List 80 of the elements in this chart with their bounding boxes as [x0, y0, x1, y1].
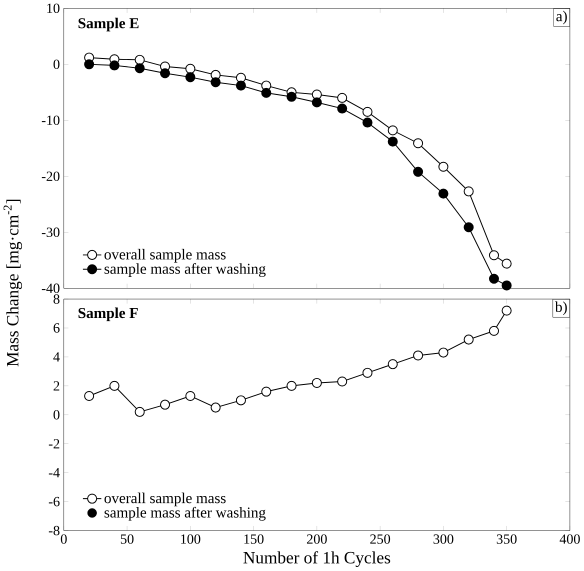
x-tick-label: 300 — [434, 534, 454, 544]
x-tick-label: 350 — [496, 534, 517, 544]
point — [236, 396, 246, 406]
x-tick-label: 100 — [181, 534, 200, 544]
point — [413, 166, 424, 178]
point — [438, 188, 448, 199]
point — [413, 350, 424, 361]
point — [388, 359, 398, 370]
x-tick-label: 200 — [306, 534, 327, 544]
point — [464, 334, 474, 345]
x-tick-label: 250 — [370, 534, 390, 544]
y-tick-label: -40 — [42, 284, 60, 294]
point — [286, 92, 297, 102]
point — [286, 381, 297, 392]
point — [502, 306, 512, 316]
point — [502, 258, 512, 269]
y-tick-label: -2 — [48, 439, 60, 449]
y-tick-label: 6 — [54, 323, 60, 333]
point — [261, 88, 272, 98]
point — [109, 60, 120, 71]
point — [464, 186, 474, 197]
point — [210, 77, 221, 88]
point — [438, 348, 448, 358]
annotation: a) — [556, 10, 567, 25]
y-tick-label: 0 — [54, 60, 60, 70]
y-tick-label: -30 — [42, 228, 60, 238]
point — [134, 55, 145, 66]
point — [160, 400, 170, 410]
point — [488, 250, 499, 260]
annotation: b) — [554, 302, 567, 316]
point — [84, 59, 94, 70]
x-tick-label: 0 — [60, 534, 67, 544]
point — [312, 98, 322, 108]
point — [502, 280, 512, 291]
point — [362, 118, 372, 128]
point — [84, 391, 94, 402]
point — [388, 126, 398, 136]
point — [236, 80, 246, 91]
annotation: Sample E — [78, 18, 139, 32]
y-axis-title: Mass Change [mg·cm$^{-2}$] — [4, 200, 22, 367]
point — [134, 63, 145, 74]
point — [185, 72, 196, 82]
x-tick-label: 400 — [560, 534, 580, 544]
x-tick-label: 50 — [120, 534, 134, 544]
point — [488, 326, 499, 336]
y-tick-label: 2 — [54, 381, 60, 391]
point — [362, 368, 372, 378]
y-tick-label: -4 — [48, 468, 60, 478]
point — [261, 386, 272, 397]
y-tick-label: 8 — [54, 294, 60, 304]
y-tick-label: 4 — [53, 352, 60, 362]
y-tick-label: -10 — [42, 116, 60, 126]
legend-label: sample mass after washing — [104, 507, 266, 521]
point — [210, 402, 221, 413]
point — [362, 107, 372, 118]
legend-label: overall sample mass — [104, 492, 226, 506]
y-tick-label: -20 — [42, 172, 60, 182]
point — [185, 391, 196, 402]
x-axis-title: Number of 1h Cycles — [243, 551, 390, 568]
point — [185, 64, 196, 74]
point — [337, 104, 348, 114]
point — [388, 136, 398, 147]
point — [134, 407, 145, 418]
y-tick-label: -8 — [48, 526, 60, 536]
point — [438, 162, 448, 172]
y-tick-label: 10 — [47, 4, 60, 14]
point — [337, 93, 348, 104]
point — [337, 376, 348, 387]
point — [413, 138, 424, 148]
point — [488, 274, 499, 284]
point — [109, 381, 120, 392]
legend-label: overall sample mass — [104, 249, 226, 263]
point — [160, 68, 170, 78]
y-tick-label: 0 — [54, 410, 60, 420]
point — [312, 378, 322, 388]
legend-label: sample mass after washing — [104, 263, 266, 278]
x-tick-label: 150 — [244, 534, 264, 544]
annotation: Sample F — [78, 308, 138, 322]
point — [464, 222, 474, 232]
y-tick-label: -6 — [48, 497, 60, 506]
